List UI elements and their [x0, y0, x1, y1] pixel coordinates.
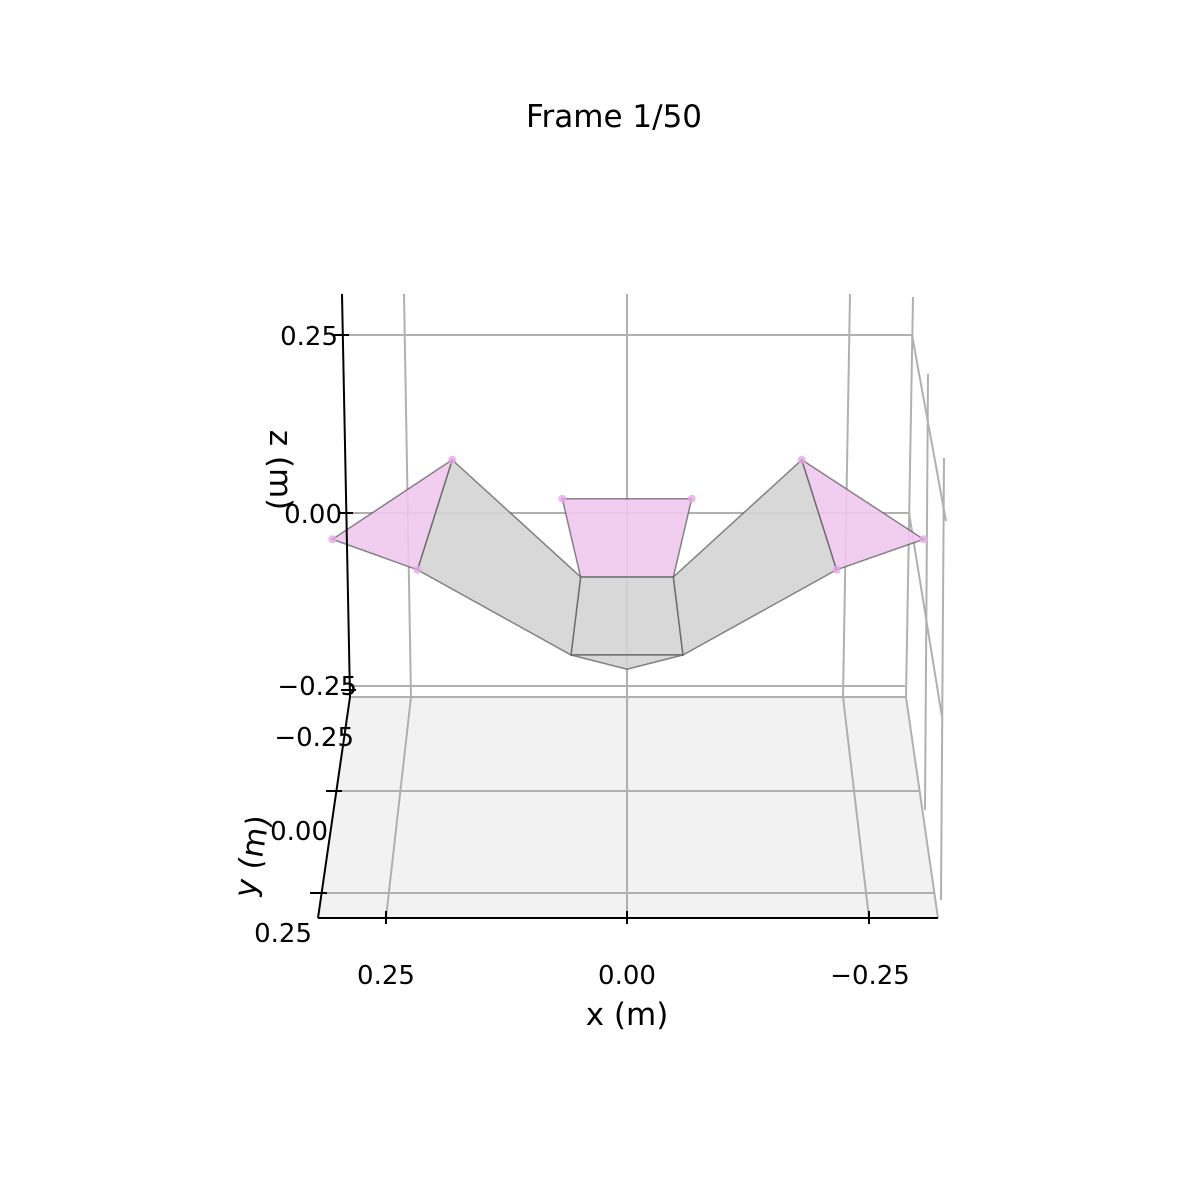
vertex-marker-0 [448, 455, 457, 464]
z-axis-title: z (m) [262, 430, 298, 511]
left-pink-flap [330, 457, 454, 571]
x-axis [318, 911, 938, 924]
floor-right-edge [905, 696, 939, 919]
z-axis-line [341, 293, 351, 698]
x-tick-label-0: 0.25 [357, 961, 415, 991]
side-grid-line-1 [911, 334, 947, 522]
surface-group [330, 457, 926, 670]
chart-title: Frame 1/50 [526, 99, 702, 135]
center-bottom-tip [570, 654, 684, 670]
x-tick-label-2: −0.25 [830, 961, 910, 991]
y-tick-label-2: 0.25 [254, 919, 312, 949]
vertex-marker-7 [687, 494, 696, 503]
y-axis-line [317, 696, 351, 919]
side-wall-grid [908, 334, 947, 901]
vertex-marker-1 [328, 535, 337, 544]
marker-group [328, 455, 928, 574]
vertex-marker-2 [413, 565, 422, 574]
vertex-marker-3 [797, 455, 806, 464]
vertex-marker-6 [558, 494, 567, 503]
z-tick-label-2: −0.25 [277, 672, 357, 702]
center-bottom-panel [570, 576, 684, 656]
right-pink-flap [800, 458, 926, 571]
floor-grid-line-x-0.25 [385, 696, 412, 919]
z-tick-label-1: 0.00 [284, 500, 342, 530]
y-axis [310, 696, 351, 919]
vertex-marker-5 [832, 565, 841, 574]
center-top-panel [561, 498, 693, 578]
x-tick-label-1: 0.00 [598, 961, 656, 991]
z-tick-label-0: 0.25 [280, 322, 338, 352]
y-tick-label-1: 0.00 [270, 817, 328, 847]
vertex-marker-4 [919, 535, 928, 544]
z-axis [334, 293, 356, 698]
back-wall-right-edge [905, 296, 914, 698]
floor-grid-line-x-neg0.25 [842, 696, 870, 919]
side-grid-line-3 [924, 373, 929, 811]
y-tick-label-0: −0.25 [274, 723, 354, 753]
x-axis-title: x (m) [586, 997, 669, 1033]
side-grid-line-4 [940, 457, 945, 901]
floor-grid [325, 696, 939, 919]
y-axis-title: y (m) [227, 812, 277, 900]
